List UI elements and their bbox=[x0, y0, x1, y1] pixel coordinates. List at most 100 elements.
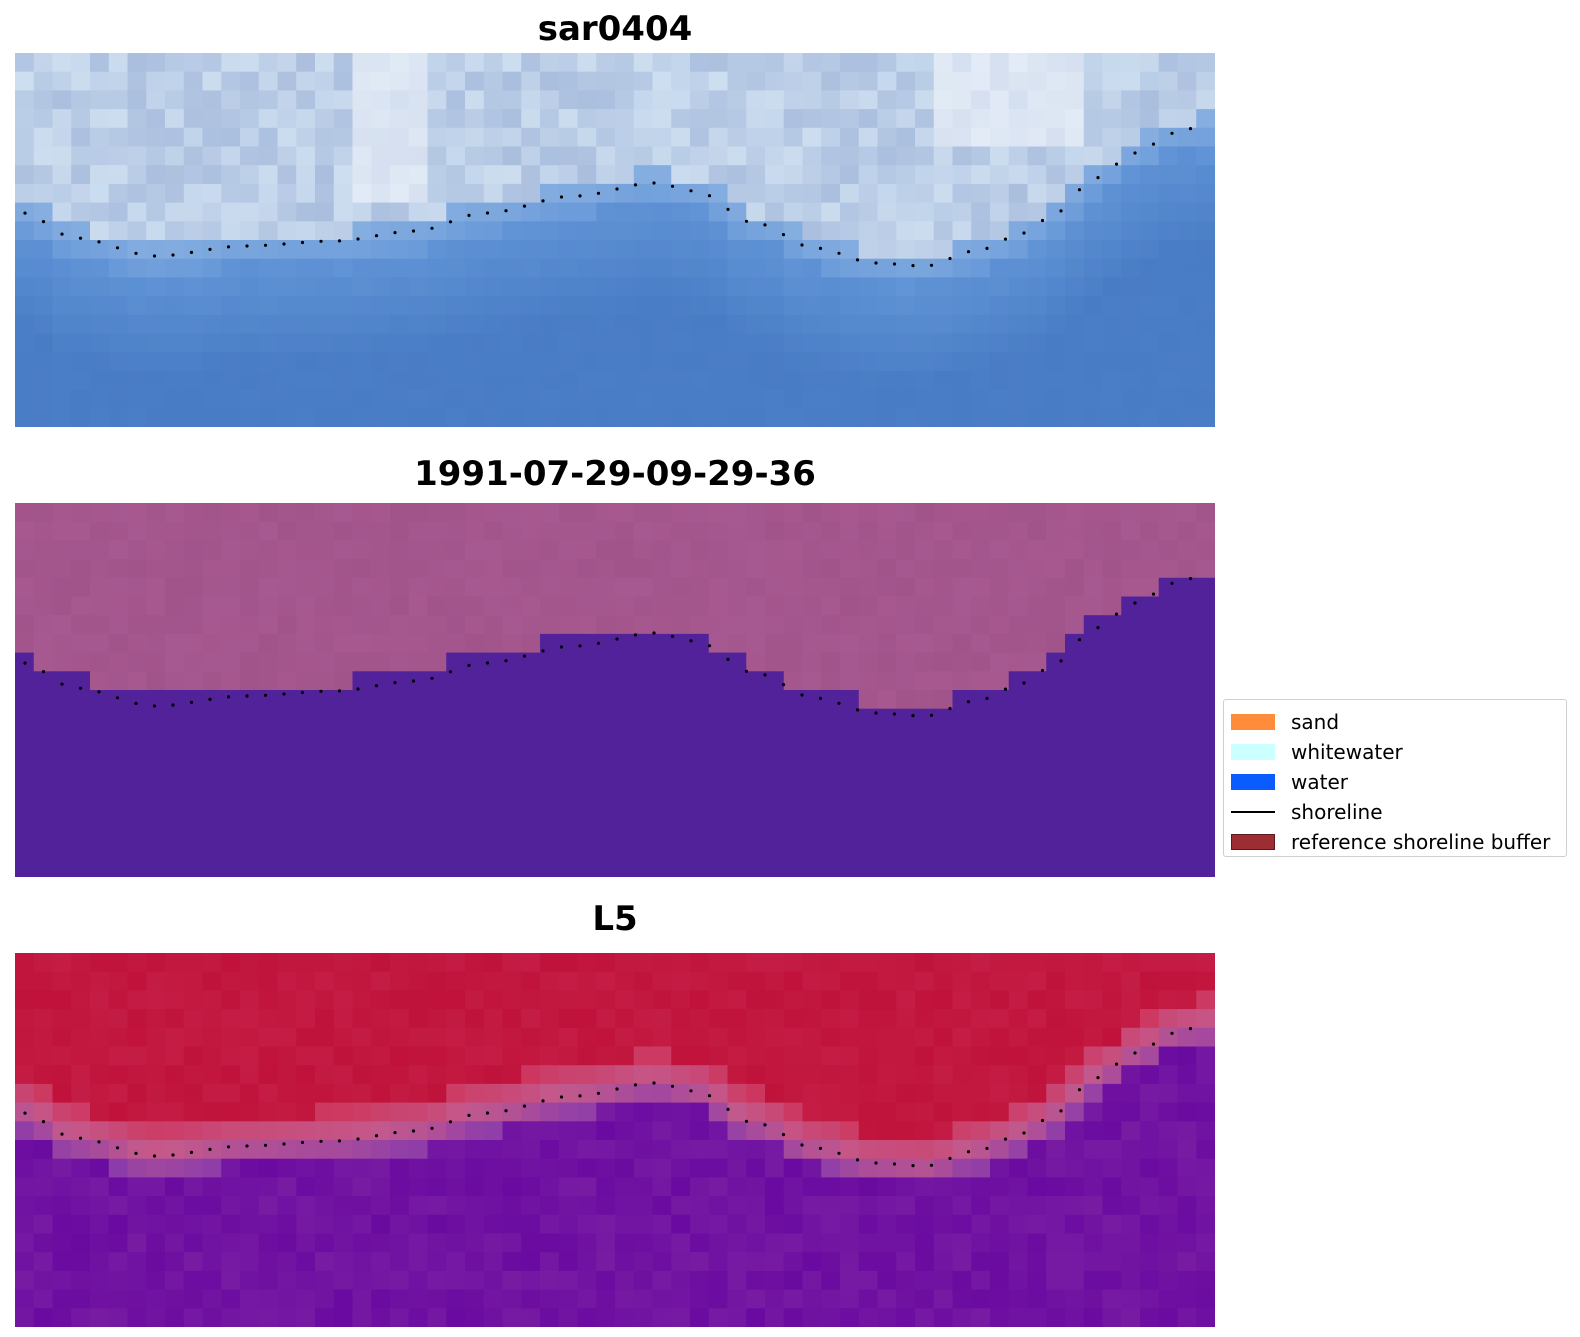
image-pixel bbox=[1158, 333, 1179, 353]
image-pixel bbox=[427, 839, 447, 859]
image-pixel bbox=[877, 708, 897, 728]
image-pixel bbox=[90, 53, 110, 73]
image-pixel bbox=[127, 521, 147, 541]
image-pixel bbox=[390, 1252, 410, 1272]
image-pixel bbox=[258, 221, 279, 241]
image-pixel bbox=[108, 820, 129, 841]
image-pixel bbox=[1046, 990, 1066, 1010]
image-pixel bbox=[165, 652, 185, 672]
image-pixel bbox=[952, 370, 972, 391]
image-pixel bbox=[1046, 277, 1066, 297]
image-pixel bbox=[277, 277, 297, 297]
image-pixel bbox=[1158, 1289, 1179, 1309]
image-pixel bbox=[183, 1027, 204, 1048]
image-pixel bbox=[390, 690, 410, 710]
image-pixel bbox=[165, 1027, 185, 1048]
image-pixel bbox=[746, 708, 766, 728]
image-pixel bbox=[1046, 690, 1066, 710]
image-pixel bbox=[840, 165, 860, 185]
image-pixel bbox=[690, 783, 710, 803]
image-pixel bbox=[765, 296, 785, 316]
image-pixel bbox=[333, 990, 354, 1010]
image-pixel bbox=[1046, 1196, 1066, 1216]
image-pixel bbox=[127, 577, 147, 598]
image-pixel bbox=[615, 1027, 635, 1048]
image-pixel bbox=[708, 1158, 729, 1178]
image-pixel bbox=[1008, 202, 1029, 222]
image-pixel bbox=[1008, 1308, 1029, 1327]
image-pixel bbox=[258, 1252, 279, 1272]
image-pixel bbox=[840, 370, 860, 391]
image-pixel bbox=[990, 652, 1010, 672]
image-pixel bbox=[277, 727, 297, 747]
image-pixel bbox=[952, 802, 972, 822]
image-pixel bbox=[915, 1196, 935, 1216]
image-pixel bbox=[558, 990, 579, 1010]
image-pixel bbox=[596, 727, 616, 747]
image-pixel bbox=[915, 408, 935, 427]
image-pixel bbox=[352, 183, 372, 204]
image-pixel bbox=[90, 764, 110, 785]
image-pixel bbox=[277, 1102, 297, 1122]
image-pixel bbox=[277, 221, 297, 241]
image-pixel bbox=[352, 1140, 372, 1160]
shoreline-point bbox=[245, 694, 249, 698]
image-pixel bbox=[577, 503, 597, 523]
image-pixel bbox=[427, 671, 447, 691]
image-pixel bbox=[1046, 671, 1066, 691]
image-pixel bbox=[840, 53, 860, 73]
image-pixel bbox=[390, 596, 410, 616]
image-pixel bbox=[52, 240, 72, 260]
image-pixel bbox=[708, 127, 729, 148]
image-pixel bbox=[315, 820, 335, 841]
legend-item-water: water bbox=[1224, 767, 1566, 797]
image-pixel bbox=[877, 1270, 897, 1291]
image-pixel bbox=[1196, 1270, 1215, 1291]
shoreline-point bbox=[596, 191, 601, 195]
image-pixel bbox=[896, 1289, 916, 1309]
image-pixel bbox=[1196, 615, 1215, 635]
image-pixel bbox=[1102, 240, 1122, 260]
image-pixel bbox=[483, 1083, 504, 1104]
image-pixel bbox=[15, 746, 35, 766]
image-pixel bbox=[165, 727, 185, 747]
image-pixel bbox=[915, 746, 935, 766]
image-pixel bbox=[690, 296, 710, 316]
image-pixel bbox=[315, 165, 335, 185]
image-pixel bbox=[971, 389, 991, 409]
image-pixel bbox=[33, 1196, 54, 1216]
image-pixel bbox=[71, 1289, 91, 1309]
image-pixel bbox=[183, 258, 204, 278]
image-pixel bbox=[240, 971, 260, 991]
image-pixel bbox=[1177, 370, 1197, 391]
image-pixel bbox=[1065, 1177, 1085, 1197]
image-pixel bbox=[971, 577, 991, 598]
image-pixel bbox=[15, 540, 35, 560]
image-pixel bbox=[33, 202, 54, 222]
image-pixel bbox=[465, 1083, 485, 1104]
image-pixel bbox=[165, 333, 185, 353]
image-pixel bbox=[52, 990, 72, 1010]
image-pixel bbox=[465, 764, 485, 785]
image-pixel bbox=[896, 820, 916, 841]
image-pixel bbox=[446, 389, 466, 409]
image-pixel bbox=[1121, 53, 1141, 73]
legend-label: sand bbox=[1291, 710, 1340, 734]
image-pixel bbox=[1196, 389, 1215, 409]
image-pixel bbox=[408, 1065, 429, 1085]
image-pixel bbox=[708, 764, 729, 785]
image-pixel bbox=[1008, 690, 1029, 710]
image-pixel bbox=[1083, 1289, 1104, 1309]
image-pixel bbox=[596, 1102, 616, 1122]
image-pixel bbox=[596, 671, 616, 691]
image-pixel bbox=[352, 146, 372, 166]
image-pixel bbox=[446, 764, 466, 785]
image-pixel bbox=[690, 633, 710, 654]
image-pixel bbox=[615, 370, 635, 391]
image-pixel bbox=[221, 240, 241, 260]
image-pixel bbox=[127, 1046, 147, 1066]
image-pixel bbox=[408, 314, 429, 335]
image-pixel bbox=[708, 671, 729, 691]
image-pixel bbox=[483, 71, 504, 91]
image-pixel bbox=[652, 858, 672, 877]
